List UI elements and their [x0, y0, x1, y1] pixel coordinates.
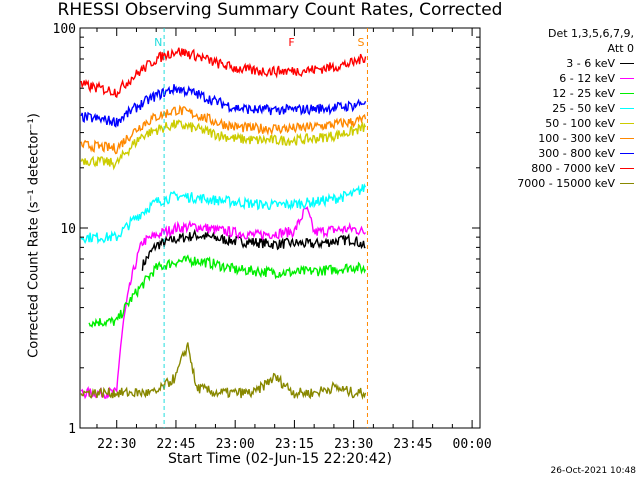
legend-entry: 800 - 7000 keV	[517, 161, 634, 176]
legend-entry-label: 12 - 25 keV	[552, 87, 615, 100]
legend-entry-label: 7000 - 15000 keV	[517, 177, 615, 190]
chart-marks	[80, 47, 367, 400]
legend-swatch	[620, 63, 634, 64]
legend-entry: 12 - 25 keV	[517, 86, 634, 101]
series-line	[141, 228, 366, 271]
chart-title: RHESSI Observing Summary Count Rates, Co…	[57, 0, 503, 20]
x-tick-label: 22:45	[156, 437, 195, 452]
x-tick-label: 22:30	[97, 437, 136, 452]
legend-entry: 25 - 50 keV	[517, 101, 634, 116]
legend-entry: 7000 - 15000 keV	[517, 176, 634, 191]
plot-frame	[79, 27, 481, 429]
x-axis: 22:30 22:45 23:00 23:15 23:30 23:45 00:00	[96, 28, 492, 452]
x-tick-label: 23:15	[275, 437, 314, 452]
legend-entry: 100 - 300 keV	[517, 131, 634, 146]
legend: Det 1,3,5,6,7,9, Att 0 3 - 6 keV 6 - 12 k…	[517, 26, 634, 191]
x-tick-label: 00:00	[453, 437, 492, 452]
legend-swatch	[620, 78, 634, 79]
legend-entry-label: 100 - 300 keV	[538, 132, 615, 145]
series-line	[88, 254, 367, 329]
annotation-label: F	[288, 36, 294, 49]
series-line	[80, 183, 367, 245]
series-line	[80, 47, 367, 99]
legend-swatch	[620, 123, 634, 124]
y-axis: 1 10 100	[53, 22, 480, 437]
legend-entry-label: 800 - 7000 keV	[531, 162, 615, 175]
legend-swatch	[620, 93, 634, 94]
series-line	[80, 206, 367, 400]
timestamp-footer: 26-Oct-2021 10:48	[550, 466, 636, 476]
x-tick-label: 23:30	[334, 437, 373, 452]
series-line	[80, 119, 367, 171]
legend-entry: 50 - 100 keV	[517, 116, 634, 131]
legend-swatch	[620, 153, 634, 154]
legend-entry-label: 6 - 12 keV	[559, 72, 615, 85]
legend-entry-label: 50 - 100 keV	[545, 117, 615, 130]
y-axis-label: Corrected Count Rate (s⁻¹ detector⁻¹)	[26, 113, 42, 358]
legend-header-line-1: Det 1,3,5,6,7,9,	[547, 27, 634, 40]
legend-entry-label: 3 - 6 keV	[566, 57, 615, 70]
legend-entry-label: 300 - 800 keV	[538, 147, 615, 160]
x-tick-label: 23:00	[216, 437, 255, 452]
annotation-label: N	[154, 36, 162, 49]
legend-entry: 3 - 6 keV	[517, 56, 634, 71]
legend-header-line-2: Att 0	[607, 42, 634, 55]
series-line	[80, 104, 367, 155]
x-tick-label: 23:45	[393, 437, 432, 452]
y-tick-label: 100	[53, 22, 76, 37]
legend-swatch	[620, 168, 634, 169]
y-tick-label: 1	[68, 422, 76, 437]
legend-swatch	[620, 183, 634, 184]
legend-entry-label: 25 - 50 keV	[552, 102, 615, 115]
annotation-label: S	[357, 36, 364, 49]
legend-swatch	[620, 138, 634, 139]
legend-entries: 3 - 6 keV 6 - 12 keV 12 - 25 keV 25 - 50 ke…	[517, 56, 634, 191]
legend-entry: 300 - 800 keV	[517, 146, 634, 161]
series-line	[80, 84, 367, 128]
series-line	[80, 342, 367, 400]
y-tick-label: 10	[60, 222, 76, 237]
legend-swatch	[620, 108, 634, 109]
x-axis-label: Start Time (02-Jun-15 22:20:42)	[168, 451, 392, 467]
legend-entry: 6 - 12 keV	[517, 71, 634, 86]
